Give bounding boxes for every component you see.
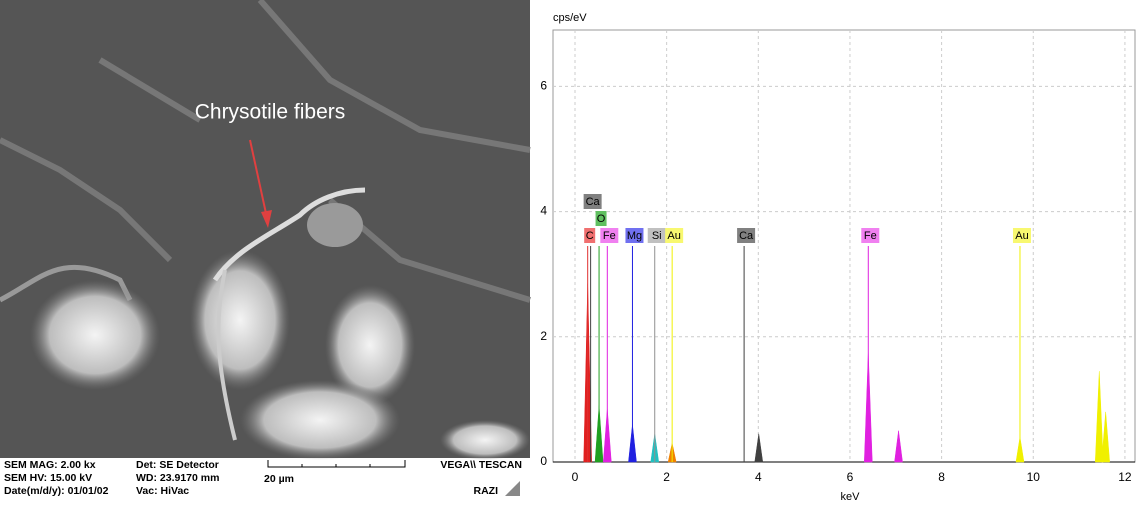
marker-label: C xyxy=(586,230,594,242)
marker-label: Ca xyxy=(586,196,601,208)
y-tick-label: 6 xyxy=(540,79,547,93)
x-tick-label: 8 xyxy=(938,470,945,484)
marker-label: O xyxy=(597,213,606,225)
sem-particle xyxy=(190,250,290,390)
brand: VEGA\\ TESCAN xyxy=(440,459,522,471)
info: SEM MAG: 2.00 kx xyxy=(4,459,96,471)
y-tick-label: 4 xyxy=(540,204,547,218)
x-tick-label: 2 xyxy=(663,470,670,484)
figure: Chrysotile fibers SEM MAG: 2.00 kx SEM H… xyxy=(0,0,1139,500)
annotation: Chrysotile fibers xyxy=(195,101,346,124)
marker-label: Fe xyxy=(864,230,877,242)
x-tick-label: 0 xyxy=(572,470,579,484)
x-tick-label: 6 xyxy=(847,470,854,484)
sem-background xyxy=(0,0,530,458)
plot-area xyxy=(553,30,1135,462)
sem-particle xyxy=(30,280,160,390)
sem-particle xyxy=(307,203,363,247)
logo xyxy=(505,481,520,496)
x-tick-label: 10 xyxy=(1027,470,1041,484)
marker-label: Au xyxy=(1015,230,1028,242)
marker-label: Fe xyxy=(603,230,616,242)
marker-label: Ca xyxy=(739,230,754,242)
info: Vac: HiVac xyxy=(136,485,189,497)
marker-label: Si xyxy=(652,230,662,242)
y-tick-label: 0 xyxy=(540,454,547,468)
sem-image: Chrysotile fibers xyxy=(0,0,530,460)
scale-label: 20 µm xyxy=(264,473,294,485)
info: Date(m/d/y): 01/01/02 xyxy=(4,485,109,497)
y-tick-label: 2 xyxy=(540,329,547,343)
x-axis-label: keV xyxy=(841,491,861,500)
x-tick-label: 4 xyxy=(755,470,762,484)
x-tick-label: 12 xyxy=(1118,470,1132,484)
lab: RAZI xyxy=(474,485,499,497)
info: SEM HV: 15.00 kV xyxy=(4,472,92,484)
sem-particle xyxy=(440,420,530,460)
info: Det: SE Detector xyxy=(136,459,219,471)
scale-bar xyxy=(268,460,405,467)
info: WD: 23.9170 mm xyxy=(136,472,219,484)
y-axis-label: cps/eV xyxy=(553,12,587,24)
marker-label: Mg xyxy=(627,230,642,242)
sem-particle xyxy=(240,380,400,460)
marker-label: Au xyxy=(667,230,680,242)
